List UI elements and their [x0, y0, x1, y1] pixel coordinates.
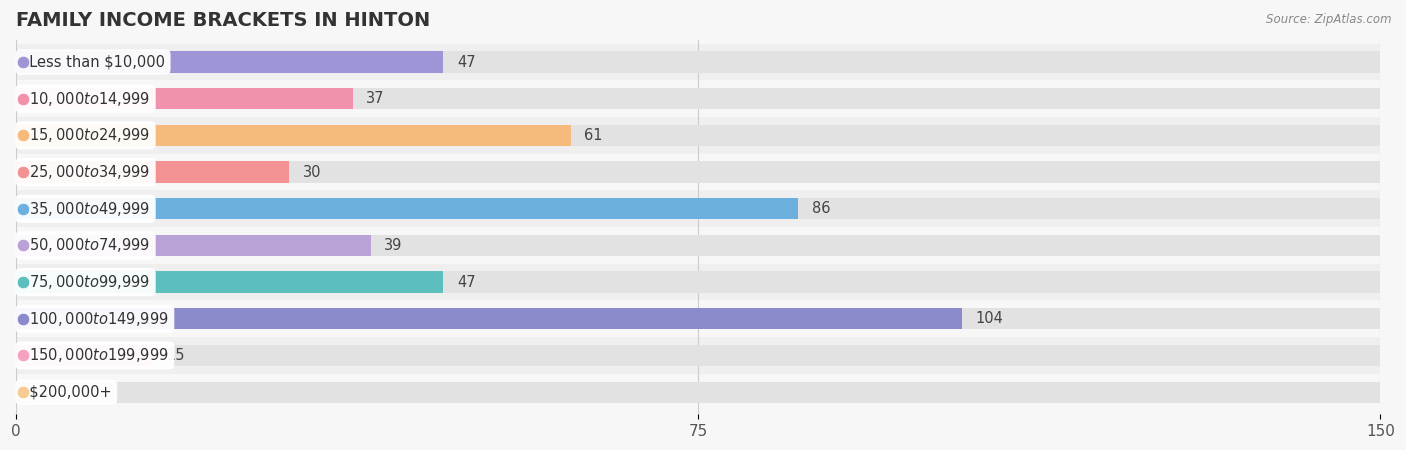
Text: 86: 86 — [811, 201, 831, 216]
Text: 1: 1 — [39, 385, 48, 400]
Bar — [15, 301, 1381, 337]
Text: 61: 61 — [585, 128, 603, 143]
Text: 37: 37 — [366, 91, 385, 106]
Bar — [15, 382, 1381, 403]
Bar — [15, 308, 1381, 329]
Text: $75,000 to $99,999: $75,000 to $99,999 — [21, 273, 150, 291]
Bar — [15, 264, 1381, 301]
Bar — [15, 117, 1381, 154]
Bar — [15, 227, 1381, 264]
Text: $25,000 to $34,999: $25,000 to $34,999 — [21, 163, 150, 181]
Text: $200,000+: $200,000+ — [21, 385, 112, 400]
Bar — [15, 125, 1381, 146]
Bar — [15, 154, 1381, 190]
Bar — [15, 235, 371, 256]
Bar — [15, 44, 1381, 81]
Text: $15,000 to $24,999: $15,000 to $24,999 — [21, 126, 150, 144]
Bar — [15, 345, 152, 366]
Text: FAMILY INCOME BRACKETS IN HINTON: FAMILY INCOME BRACKETS IN HINTON — [15, 11, 430, 30]
Text: $10,000 to $14,999: $10,000 to $14,999 — [21, 90, 150, 108]
Bar — [15, 345, 1381, 366]
Bar — [15, 88, 1381, 109]
Bar — [15, 190, 1381, 227]
Text: 104: 104 — [976, 311, 1004, 326]
Text: Less than $10,000: Less than $10,000 — [21, 54, 166, 69]
Bar — [15, 125, 571, 146]
Bar — [15, 198, 799, 220]
Bar — [15, 235, 1381, 256]
Bar — [15, 382, 25, 403]
Text: $50,000 to $74,999: $50,000 to $74,999 — [21, 236, 150, 254]
Bar — [15, 88, 353, 109]
Text: 39: 39 — [384, 238, 402, 253]
Text: 47: 47 — [457, 274, 475, 290]
Bar — [15, 81, 1381, 117]
Bar — [15, 337, 1381, 374]
Text: 47: 47 — [457, 54, 475, 69]
Text: $35,000 to $49,999: $35,000 to $49,999 — [21, 200, 150, 218]
Bar — [15, 198, 1381, 220]
Text: $150,000 to $199,999: $150,000 to $199,999 — [21, 346, 169, 364]
Bar — [15, 51, 443, 72]
Bar — [15, 271, 443, 293]
Text: Source: ZipAtlas.com: Source: ZipAtlas.com — [1267, 14, 1392, 27]
Bar — [15, 271, 1381, 293]
Text: 30: 30 — [302, 165, 321, 180]
Text: 15: 15 — [166, 348, 184, 363]
Bar — [15, 162, 1381, 183]
Text: $100,000 to $149,999: $100,000 to $149,999 — [21, 310, 169, 328]
Bar — [15, 51, 1381, 72]
Bar — [15, 162, 288, 183]
Bar — [15, 308, 962, 329]
Bar — [15, 374, 1381, 410]
